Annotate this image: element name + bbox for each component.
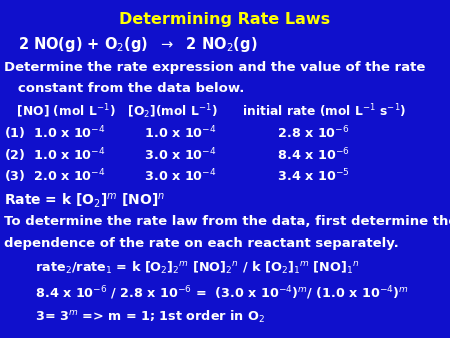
Text: To determine the rate law from the data, first determine the: To determine the rate law from the data,… [4, 215, 450, 227]
Text: 3= 3$^m$ => m = 1; 1st order in O$_2$: 3= 3$^m$ => m = 1; 1st order in O$_2$ [22, 309, 266, 325]
Text: (3)  2.0 x 10$^{-4}$         3.0 x 10$^{-4}$              3.4 x 10$^{-5}$: (3) 2.0 x 10$^{-4}$ 3.0 x 10$^{-4}$ 3.4 … [4, 168, 350, 185]
Text: 2 NO(g) + O$_2$(g)  $\rightarrow$  2 NO$_2$(g): 2 NO(g) + O$_2$(g) $\rightarrow$ 2 NO$_2… [18, 35, 257, 54]
Text: (1)  1.0 x 10$^{-4}$         1.0 x 10$^{-4}$              2.8 x 10$^{-6}$: (1) 1.0 x 10$^{-4}$ 1.0 x 10$^{-4}$ 2.8 … [4, 124, 350, 142]
Text: Rate = k [O$_2$]$^m$ [NO]$^n$: Rate = k [O$_2$]$^m$ [NO]$^n$ [4, 192, 166, 210]
Text: dependence of the rate on each reactant separately.: dependence of the rate on each reactant … [4, 237, 399, 249]
Text: rate$_2$/rate$_1$ = k [O$_2$]$_2$$^m$ [NO]$_2$$^n$ / k [O$_2$]$_1$$^m$ [NO]$_1$$: rate$_2$/rate$_1$ = k [O$_2$]$_2$$^m$ [N… [22, 260, 360, 276]
Text: (2)  1.0 x 10$^{-4}$         3.0 x 10$^{-4}$              8.4 x 10$^{-6}$: (2) 1.0 x 10$^{-4}$ 3.0 x 10$^{-4}$ 8.4 … [4, 146, 350, 164]
Text: Determine the rate expression and the value of the rate: Determine the rate expression and the va… [4, 61, 426, 74]
Text: 8.4 x 10$^{-6}$ / 2.8 x 10$^{-6}$ =  (3.0 x 10$^{-4}$)$^m$/ (1.0 x 10$^{-4}$)$^m: 8.4 x 10$^{-6}$ / 2.8 x 10$^{-6}$ = (3.0… [22, 285, 409, 302]
Text: [NO] (mol L$^{-1}$)   [O$_2$](mol L$^{-1}$)      initial rate (mol L$^{-1}$ s$^{: [NO] (mol L$^{-1}$) [O$_2$](mol L$^{-1}$… [4, 103, 407, 121]
Text: constant from the data below.: constant from the data below. [4, 82, 245, 95]
Text: Determining Rate Laws: Determining Rate Laws [119, 12, 331, 27]
